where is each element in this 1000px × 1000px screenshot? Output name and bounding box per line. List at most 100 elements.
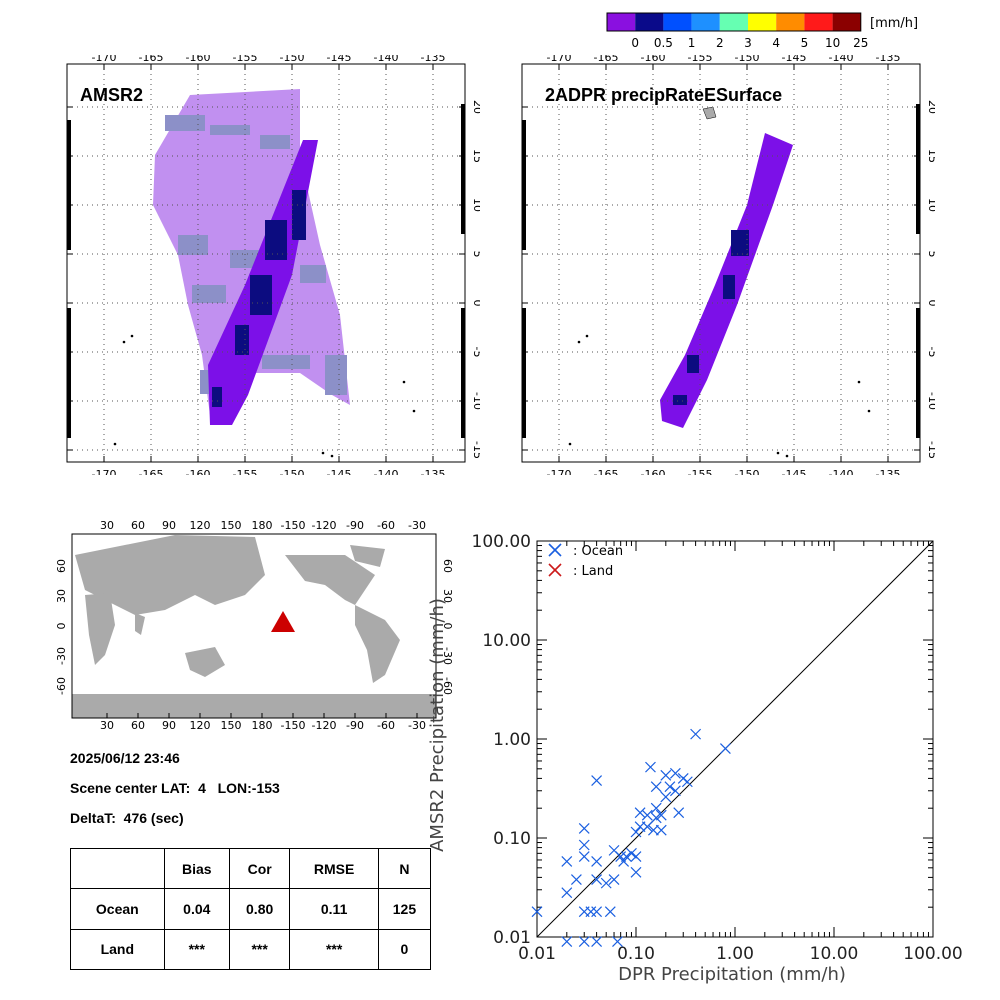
lat-tick-label-right: 5 — [926, 251, 935, 258]
lon-tick-label-bottom: 90 — [162, 719, 176, 732]
data-point — [648, 824, 659, 836]
heavy-rain-pixels — [235, 325, 249, 355]
lat-tick-label-left: -5 — [515, 347, 516, 358]
amsr2-precip-field — [153, 89, 350, 425]
data-point-stroke — [608, 844, 620, 856]
lon-tick-label-top: -165 — [594, 55, 619, 64]
data-point-stroke — [719, 743, 731, 755]
globe-locator-map: 30 30 60 60 90 90 120 120 150 150 180 180 -150 -150 -1… — [55, 519, 454, 732]
table-row: Land *** *** *** 0 — [70, 928, 432, 971]
plot-border — [66, 63, 466, 463]
data-point-stroke — [630, 866, 642, 878]
lat-tick-label-left: 0 — [60, 300, 61, 307]
header-cell: N — [377, 847, 432, 890]
dpr-map-panel: -170-170-165-165-160-160-155-155-150-150… — [515, 55, 935, 475]
data-point — [608, 874, 620, 886]
lon-tick-label-top: 180 — [252, 519, 273, 532]
data-point — [561, 887, 573, 899]
scatter-plot: 0.010.01 0.10 0.10 1.00 1.00 10.00 10.00 100.00… — [427, 532, 963, 985]
x-tick-label: 1.00 — [716, 944, 754, 964]
heavy-rain-pixels — [673, 395, 687, 405]
data-point — [591, 775, 603, 787]
lat-tick-label-left: 15 — [60, 149, 61, 163]
lat-tick-label-right: 0 — [471, 300, 480, 307]
amsr2-map-panel: -170-170-165-165-160-160-155-155-150-150… — [60, 55, 480, 475]
data-point-stroke — [669, 767, 681, 779]
heavy-rain-pixels — [731, 230, 749, 256]
colorbar-border — [606, 12, 862, 32]
world-landmass — [72, 534, 436, 718]
lon-tick-label-bottom: -160 — [186, 468, 211, 475]
lon-tick-label-top: -140 — [374, 55, 399, 64]
colorbar-swatches — [606, 12, 862, 32]
data-point — [561, 855, 573, 867]
landmass — [285, 555, 375, 605]
island-outline — [412, 409, 416, 413]
data-point — [641, 821, 653, 833]
lat-tick-label-right: 10 — [471, 198, 480, 212]
lon-tick-label-bottom: -150 — [280, 468, 305, 475]
lat-tick-label-left: -30 — [55, 647, 68, 665]
colorbar-labels: 0 0.5 1 2 3 4 5 10 25 — [631, 36, 868, 50]
data-point — [591, 874, 603, 886]
data-point — [630, 826, 642, 838]
masked-area — [262, 355, 310, 369]
data-point — [591, 906, 603, 918]
data-point — [585, 906, 597, 918]
panel-title: AMSR2 — [80, 85, 143, 105]
colorbar-swatch — [663, 13, 692, 31]
data-point-stroke — [585, 906, 597, 918]
data-point-stroke — [578, 822, 590, 834]
frame-edge-bar — [916, 104, 920, 234]
lon-tick-label-top: -140 — [829, 55, 854, 64]
lat-tick-label-right: 5 — [471, 251, 480, 258]
landmass — [350, 545, 385, 567]
data-point-stroke — [648, 824, 659, 836]
scatter-points — [531, 728, 731, 947]
data-point — [612, 936, 623, 947]
lon-tick-label-bottom: -140 — [374, 468, 399, 475]
lat-tick-label-left: 15 — [515, 149, 516, 163]
header-cell: Bias — [163, 847, 230, 890]
lon-tick-label-top: -170 — [547, 55, 572, 64]
y-tick-label: 10.00 — [482, 631, 531, 651]
lat-tick-label-right: -5 — [926, 347, 935, 358]
data-point — [630, 866, 642, 878]
data-point-stroke — [660, 769, 672, 781]
data-point-stroke — [645, 761, 656, 773]
legend-marker-stroke — [548, 563, 562, 577]
frame-edge-bar — [67, 120, 71, 250]
lat-tick-label-left: -15 — [515, 441, 516, 459]
data-point-stroke — [630, 851, 642, 862]
landmass — [135, 613, 145, 635]
lon-tick-label-top: -155 — [688, 55, 713, 64]
data-point — [673, 807, 685, 819]
lat-tick-label-right: -15 — [471, 441, 480, 459]
scene-center-coordinates: Scene center LAT: 4 LON:-153 — [70, 780, 280, 796]
lon-tick-label-bottom: -145 — [782, 468, 807, 475]
globe-frame: 30 30 60 60 90 90 120 120 150 150 180 180 -150 -150 -1… — [55, 519, 454, 732]
lon-tick-label-top: -120 — [312, 519, 337, 532]
panel-title: 2ADPR precipRateESurface — [545, 85, 782, 105]
data-point — [690, 728, 702, 740]
frame-edge-bar — [916, 308, 920, 438]
lon-tick-label-bottom: 180 — [252, 719, 273, 732]
lon-tick-label-bottom: -155 — [688, 468, 713, 475]
lon-tick-label-bottom: -30 — [408, 719, 426, 732]
frame-edge-bar — [461, 308, 465, 438]
data-point-stroke — [620, 851, 632, 862]
hawaii-island — [702, 106, 717, 120]
island-outline — [321, 451, 325, 455]
data-point — [655, 824, 667, 836]
lon-tick-label-bottom: -170 — [92, 468, 117, 475]
lat-tick-label-right: 20 — [926, 100, 935, 114]
data-point-stroke — [655, 824, 667, 836]
island-outline — [402, 380, 406, 384]
lon-tick-label-top: 120 — [190, 519, 211, 532]
data-point-stroke — [673, 807, 685, 819]
data-point — [669, 767, 681, 779]
lon-tick-label-bottom: -170 — [547, 468, 572, 475]
lon-tick-label-bottom: -60 — [377, 719, 395, 732]
y-tick-label: 0.01 — [493, 928, 531, 948]
lon-tick-label-top: -90 — [346, 519, 364, 532]
